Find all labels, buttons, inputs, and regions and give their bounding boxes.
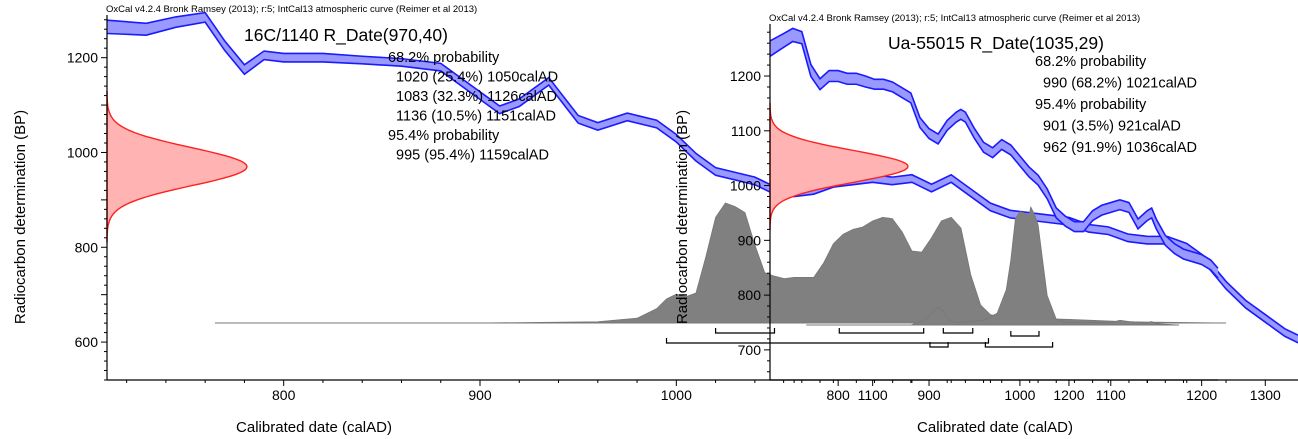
radiocarbon-distribution <box>769 102 909 230</box>
range-68-bracket <box>1010 331 1040 337</box>
y-tick-label: 800 <box>738 287 762 303</box>
curve-band-fill <box>107 12 1298 343</box>
x-tick-label: 900 <box>468 387 492 403</box>
summary-line: 68.2% probability <box>388 50 500 66</box>
range-95-bracket <box>665 338 990 344</box>
x-tick-label: 1000 <box>661 387 692 403</box>
x-tick-label: 1100 <box>1096 387 1126 403</box>
curve-band-fill <box>770 28 1218 279</box>
axes: 700 800 900 1000 1100 1200 800 900 1000 1100 1200 <box>730 24 1218 403</box>
summary-line: 901 (3.5%) 921calAD <box>1035 119 1181 135</box>
x-tick-label: 800 <box>272 387 296 403</box>
y-tick-label: 1000 <box>730 178 761 194</box>
y-axis-label: Radiocarbon determination (BP) <box>674 110 691 324</box>
summary-line: 1020 (25.4%) 1050calAD <box>388 70 558 86</box>
y-tick-label: 800 <box>75 239 99 255</box>
calibration-plot-2: OxCal v4.2.4 Bronk Ramsey (2013); r:5; I… <box>674 13 1219 436</box>
y-tick-label: 900 <box>738 232 762 248</box>
x-tick-label: 1300 <box>1250 387 1281 403</box>
x-tick-label: 1100 <box>858 387 888 403</box>
y-tick-label: 1200 <box>67 50 98 66</box>
x-tick-label: 1200 <box>1186 387 1217 403</box>
x-axis-label: Calibrated date (calAD) <box>236 419 392 436</box>
summary-line: 68.2% probability <box>1035 54 1147 70</box>
posterior-area <box>215 202 1227 324</box>
oxcal-header: OxCal v4.2.4 Bronk Ramsey (2013); r:5; I… <box>106 4 477 15</box>
summary-line: 990 (68.2%) 1021calAD <box>1035 76 1197 92</box>
chart-title: Ua-55015 R_Date(1035,29) <box>888 33 1104 54</box>
summary-line: 995 (95.4%) 1159calAD <box>388 148 549 164</box>
x-tick-label: 900 <box>917 387 941 403</box>
y-axis-label: Radiocarbon determination (BP) <box>12 110 29 324</box>
range-68-bracket <box>942 328 974 334</box>
calibration-curve-band <box>769 27 1219 279</box>
curve-lower-edge <box>769 40 1219 279</box>
probability-summary: 68.2% probability 990 (68.2%) 1021calAD 9… <box>1035 54 1197 156</box>
summary-line: 1136 (10.5%) 1151calAD <box>388 109 556 125</box>
probability-range-brackets <box>665 328 990 344</box>
curve-upper-edge <box>769 27 1219 269</box>
radiocarbon-distribution <box>106 90 248 243</box>
range-68-bracket <box>838 328 925 334</box>
x-axis-label: Calibrated date (calAD) <box>917 419 1073 436</box>
y-tick-label: 1000 <box>67 144 98 160</box>
range-95-bracket <box>929 342 949 348</box>
calibrated-distribution <box>806 205 1179 326</box>
y-tick-label: 1200 <box>730 68 761 84</box>
probability-range-brackets <box>929 331 1054 348</box>
summary-line: 95.4% probability <box>1035 97 1147 113</box>
probability-summary: 68.2% probability 1020 (25.4%) 1050calAD… <box>388 50 558 164</box>
y-tick-label: 600 <box>75 334 99 350</box>
x-tick-label: 800 <box>826 387 850 403</box>
y-tick-label: 1100 <box>731 123 761 139</box>
summary-line: 962 (91.9%) 1036calAD <box>1035 140 1197 156</box>
range-68-bracket <box>714 328 776 334</box>
y-tick-label: 700 <box>738 342 762 358</box>
normal-distribution <box>769 102 909 230</box>
chart-title: 16C/1140 R_Date(970,40) <box>244 25 448 46</box>
range-95-bracket <box>984 342 1054 348</box>
posterior-area <box>806 205 1179 326</box>
oxcal-header: OxCal v4.2.4 Bronk Ramsey (2013); r:5; I… <box>769 13 1140 24</box>
summary-line: 95.4% probability <box>388 128 500 144</box>
x-tick-label: 1000 <box>1004 387 1035 403</box>
x-tick-label: 1200 <box>1053 387 1084 403</box>
summary-line: 1083 (32.3%) 1126calAD <box>388 89 557 105</box>
normal-distribution <box>106 90 248 243</box>
curve-lower-edge <box>106 21 1298 344</box>
